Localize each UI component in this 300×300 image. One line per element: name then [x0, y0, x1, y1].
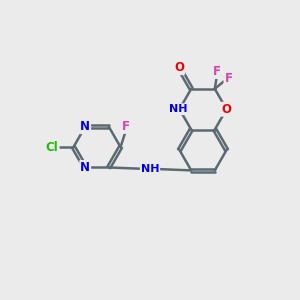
Text: F: F: [122, 120, 130, 133]
Text: NH: NH: [169, 104, 187, 114]
Text: N: N: [80, 120, 90, 133]
Text: N: N: [80, 161, 90, 174]
Text: F: F: [213, 65, 221, 78]
Text: O: O: [222, 103, 232, 116]
Text: F: F: [224, 71, 232, 85]
Text: O: O: [174, 61, 184, 74]
Text: Cl: Cl: [46, 141, 58, 154]
Text: NH: NH: [141, 164, 159, 174]
